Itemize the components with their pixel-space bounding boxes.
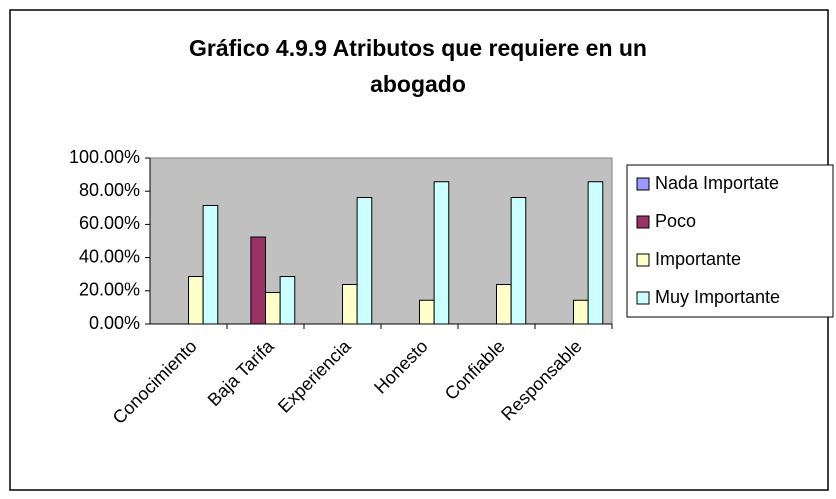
bar [250,236,266,325]
legend-swatch [636,291,650,305]
legend-label: Muy Importante [655,287,780,307]
legend-label: Poco [655,211,696,231]
bar [265,291,281,325]
bar [356,197,373,325]
bar [202,204,219,325]
legend-label: Importante [655,249,741,269]
chart-title: Gráfico 4.9.9 Atributos que requiere en … [189,35,647,97]
bar [496,283,512,325]
y-tick-label: 20.00% [79,280,140,300]
legend-swatch [636,177,650,191]
bar [419,299,435,325]
bar [573,299,589,325]
y-tick-label: 40.00% [79,246,140,266]
bar [587,181,604,325]
y-tick-label: 100.00% [69,147,140,167]
bar [342,283,358,325]
y-tick-label: 60.00% [79,213,140,233]
bar [188,276,204,325]
bar [279,276,296,325]
legend-swatch [636,215,650,229]
bar [510,197,527,325]
legend-swatch [636,253,650,267]
legend-box [626,164,834,318]
y-tick-label: 0.00% [89,313,140,333]
legend-label: Nada Importate [655,173,779,193]
bar [433,181,450,325]
plot-area [149,157,613,325]
y-tick-label: 80.00% [79,180,140,200]
